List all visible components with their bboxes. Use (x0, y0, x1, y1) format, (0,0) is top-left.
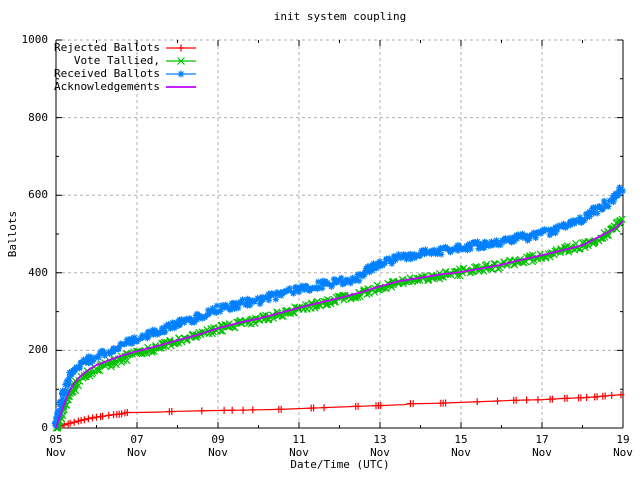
legend-label-vote-tallied: Vote Tallied, (73, 54, 160, 67)
x-tick-month: Nov (289, 446, 309, 459)
x-tick-month: Nov (613, 446, 633, 459)
x-tick-label-09-Nov: 09 Nov (193, 433, 243, 459)
x-tick-label-07-Nov: 07 Nov (112, 433, 162, 459)
legend-label-rejected-ballots: Rejected Ballots (54, 41, 160, 54)
y-tick-label-800: 800 (28, 110, 48, 124)
x-tick-day: 11 (292, 433, 306, 446)
x-tick-label-13-Nov: 13 Nov (355, 433, 405, 459)
x-tick-label-15-Nov: 15 Nov (436, 433, 486, 459)
y-tick-label-400: 400 (28, 265, 48, 279)
x-tick-month: Nov (370, 446, 390, 459)
x-tick-day: 17 (535, 433, 549, 446)
x-tick-day: 15 (454, 433, 468, 446)
chart-title: init system coupling (273, 10, 407, 23)
x-tick-day: 13 (373, 433, 387, 446)
x-tick-month: Nov (532, 446, 552, 459)
x-tick-label-19-Nov: 19 Nov (598, 433, 640, 459)
y-tick-label-1000: 1000 (21, 33, 49, 46)
x-tick-month: Nov (451, 446, 471, 459)
y-axis-title: Ballots (6, 210, 19, 258)
x-tick-month: Nov (127, 446, 147, 459)
legend-label-received-ballots: Received Ballots (54, 67, 160, 80)
y-tick-label-600: 600 (28, 188, 48, 202)
x-tick-label-11-Nov: 11 Nov (274, 433, 324, 459)
x-tick-day: 19 (616, 433, 630, 446)
x-tick-month: Nov (208, 446, 228, 459)
y-tick-label-200: 200 (28, 343, 48, 357)
y-tick-label-0: 0 (41, 421, 48, 434)
x-axis-title: Date/Time (UTC) (290, 458, 390, 471)
legend-label-acknowledgements: Acknowledgements (54, 80, 160, 93)
x-tick-month: Nov (46, 446, 66, 459)
x-tick-day: 09 (211, 433, 225, 446)
x-tick-day: 05 (49, 433, 63, 446)
x-tick-day: 07 (130, 433, 144, 446)
x-tick-label-17-Nov: 17 Nov (517, 433, 567, 459)
x-tick-label-05-Nov: 05 Nov (31, 433, 81, 459)
